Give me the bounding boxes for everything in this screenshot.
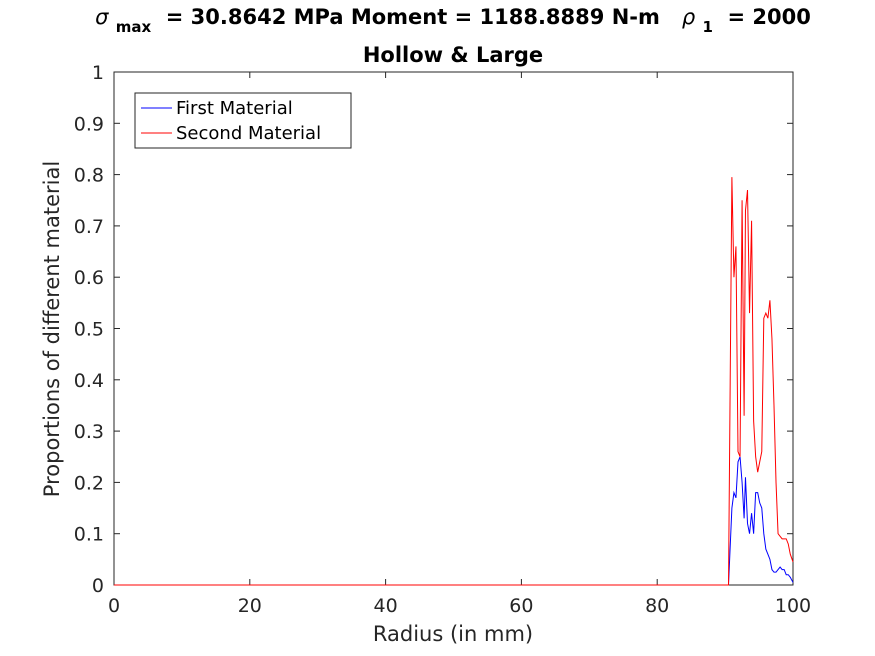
chart-title: σ max = 30.8642 MPa Moment = 1188.8889 N… [95,5,811,37]
x-tick-label: 100 [775,595,811,617]
y-tick-label: 1 [92,62,104,84]
x-tick-label: 40 [374,595,398,617]
series-line-first-material [114,456,794,586]
plot-area [113,71,794,586]
y-axis-label: Proportions of different material [40,161,64,497]
x-axis-label: Radius (in mm) [373,622,533,646]
x-tick-label: 60 [509,595,533,617]
x-axis-ticks: 0 20 40 60 80 100 [108,72,811,617]
series-lines [114,177,794,586]
title-sigma-symbol: σ [95,5,109,29]
y-tick-label: 0.9 [74,113,104,135]
y-tick-label: 0.2 [74,472,104,494]
x-tick-label: 80 [645,595,669,617]
plot-frame [113,71,794,586]
y-tick-label: 0.6 [74,267,104,289]
legend-box [134,92,352,149]
y-tick-label: 0.8 [74,165,104,187]
x-tick-label: 0 [108,595,120,617]
title-density: = 2000 [720,5,811,29]
y-tick-label: 0.5 [74,319,104,341]
chart-subtitle: Hollow & Large [363,43,543,67]
x-tick-label: 20 [238,595,262,617]
title-rho-symbol: ρ [682,5,696,29]
y-tick-label: 0.4 [74,370,104,392]
title-rho-subscript: 1 [702,18,712,36]
title-stress-moment: = 30.8642 MPa Moment = 1188.8889 N-m [158,5,674,29]
y-tick-label: 0.3 [74,421,104,443]
series-line-second-material [114,177,794,586]
title-sigma-subscript: max [116,18,152,36]
legend-label-second-material: Second Material [176,123,321,144]
legend: First Material Second Material [134,92,352,149]
y-tick-label: 0 [92,575,104,597]
y-tick-label: 0.1 [74,524,104,546]
legend-label-first-material: First Material [176,98,293,119]
y-tick-label: 0.7 [74,216,104,238]
